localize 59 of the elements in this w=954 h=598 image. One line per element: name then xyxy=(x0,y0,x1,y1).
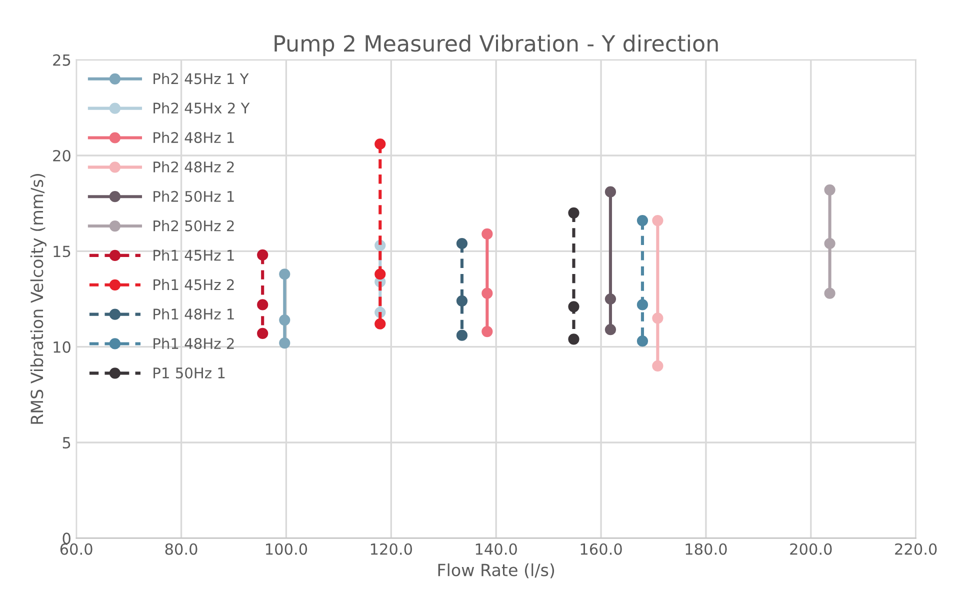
y-tick-label: 10 xyxy=(54,341,70,353)
point xyxy=(604,293,616,305)
x-tick-label: 60.0 xyxy=(60,543,92,555)
point xyxy=(652,312,664,324)
point xyxy=(374,138,386,150)
point xyxy=(374,268,386,280)
x-tick-label: 220.0 xyxy=(895,543,937,555)
legend-label: Ph2 45Hz 1 Y xyxy=(154,72,249,84)
point xyxy=(257,328,268,339)
legend-label: Ph1 45Hz 1 xyxy=(154,249,234,261)
y-tick-label: 15 xyxy=(54,246,70,258)
x-tick-label: 80.0 xyxy=(165,543,198,555)
y-tick-label: 5 xyxy=(62,437,70,449)
x-tick-label: 160.0 xyxy=(580,543,622,555)
x-tick-label: 140.0 xyxy=(476,543,517,555)
x-tick-label: 100.0 xyxy=(266,543,308,555)
point xyxy=(636,299,648,310)
legend-label: Ph2 50Hz 1 xyxy=(154,190,234,202)
x-tick-label: 200.0 xyxy=(790,543,832,555)
point xyxy=(279,268,290,280)
point xyxy=(652,214,664,226)
y-tick-label: 20 xyxy=(53,150,70,162)
x-axis-title: Flow Rate (l/s) xyxy=(438,563,554,578)
point xyxy=(279,314,290,326)
point xyxy=(652,360,664,372)
point xyxy=(568,301,580,312)
point xyxy=(456,330,468,341)
point xyxy=(456,295,468,306)
point xyxy=(604,324,616,336)
legend-label: Ph1 48Hz 1 xyxy=(154,308,234,320)
point xyxy=(636,336,648,347)
legend-label: Ph2 45Hx 2 Y xyxy=(154,102,250,114)
point xyxy=(374,318,386,330)
point xyxy=(824,238,836,250)
chart-title: Pump 2 Measured Vibration - Y direction xyxy=(274,34,718,56)
x-tick-label: 120.0 xyxy=(370,543,412,555)
point xyxy=(568,334,580,345)
legend-label: Ph2 48Hz 2 xyxy=(154,161,234,172)
legend-label: Ph1 48Hz 2 xyxy=(154,338,234,350)
point xyxy=(257,249,268,261)
point xyxy=(824,184,836,196)
legend-label: P1 50Hz 1 xyxy=(154,367,225,378)
point xyxy=(568,207,580,218)
point xyxy=(604,186,616,198)
legend-label: Ph2 50Hz 2 xyxy=(154,220,234,232)
point xyxy=(824,288,836,299)
point xyxy=(482,228,493,240)
y-axis-title: RMS Vibration Velcoity (mm/s) xyxy=(30,174,46,424)
point xyxy=(636,214,648,226)
x-tick-label: 180.0 xyxy=(686,543,727,555)
y-tick-label: 25 xyxy=(53,54,70,66)
legend-label: Ph1 45Hz 2 xyxy=(154,278,234,290)
y-tick-label: 0 xyxy=(62,532,70,544)
legend-label: Ph2 48Hz 1 xyxy=(154,132,234,144)
point xyxy=(279,337,290,349)
point xyxy=(257,299,268,310)
point xyxy=(482,326,493,338)
point xyxy=(482,288,493,299)
point xyxy=(456,238,468,250)
